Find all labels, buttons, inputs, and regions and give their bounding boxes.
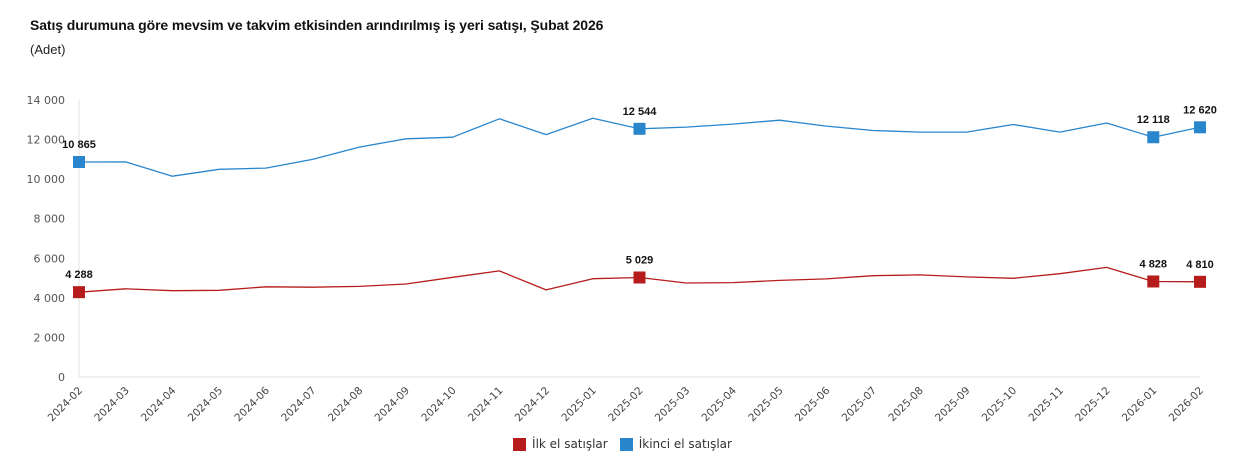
x-tick-label: 2025-11 [1026,385,1066,425]
y-tick-label: 0 [58,371,65,384]
data-label-first-hand: 4 288 [65,269,93,281]
x-tick-label: 2025-09 [933,385,973,425]
y-tick-label: 14 000 [27,94,66,107]
data-label-first-hand: 4 828 [1140,258,1168,270]
x-tick-label: 2025-08 [886,385,926,425]
marker-second-hand[interactable] [73,156,85,169]
x-tick-label: 2025-02 [606,385,646,425]
x-tick-label: 2024-05 [186,385,226,425]
marker-first-hand[interactable] [1147,275,1160,288]
x-tick-label: 2024-12 [513,385,553,425]
marker-second-hand[interactable] [1147,131,1160,144]
x-tick-label: 2024-03 [92,385,132,425]
x-tick-label: 2025-05 [746,385,786,425]
x-tick-label: 2024-09 [373,385,413,425]
data-label-first-hand: 5 029 [626,254,654,266]
chart-title: Satış durumuna göre mevsim ve takvim etk… [30,17,604,33]
legend-label-second-hand: İkinci el satışlar [638,437,732,451]
marker-second-hand[interactable] [1194,121,1206,134]
x-tick-label: 2025-12 [1073,385,1113,425]
legend-item-second-hand[interactable]: İkinci el satışlar [619,437,732,451]
y-axis: 0 2 000 4 000 6 000 8 000 10 000 12 000 14 000 [27,94,80,384]
y-tick-label: 2 000 [34,331,66,344]
x-tick-label: 2024-02 [46,385,86,425]
x-tick-label: 2024-11 [466,385,506,425]
y-tick-label: 12 000 [27,134,66,147]
data-label-second-hand: 12 544 [623,106,658,118]
x-tick-label: 2026-01 [1120,385,1160,425]
x-tick-label: 2026-02 [1167,385,1207,425]
x-tick-label: 2024-06 [232,384,272,424]
x-tick-label: 2025-07 [840,385,880,425]
x-axis: 2024-02 2024-03 2024-04 2024-05 2024-06 2024-… [46,376,1207,425]
legend-swatch-first-hand [513,437,527,451]
x-tick-label: 2025-06 [793,384,833,424]
y-tick-label: 4 000 [34,292,66,305]
legend-item-first-hand[interactable]: İlk el satışlar [513,437,608,451]
y-tick-label: 6 000 [34,252,66,265]
x-tick-label: 2024-07 [279,385,319,425]
data-label-second-hand: 12 620 [1183,104,1217,116]
x-tick-label: 2025-03 [653,385,693,425]
y-tick-label: 10 000 [27,173,66,186]
x-tick-label: 2024-08 [326,385,366,425]
data-label-second-hand: 12 118 [1137,114,1170,126]
x-tick-label: 2025-04 [700,384,740,424]
x-tick-label: 2025-01 [559,385,599,425]
marker-first-hand[interactable] [1194,275,1206,288]
marker-first-hand[interactable] [73,286,85,299]
chart-subtitle: (Adet) [30,42,66,57]
data-labels: 4 288 5 029 4 828 4 810 10 865 12 544 12 118 12… [62,104,1217,281]
x-tick-label: 2025-10 [980,385,1020,425]
legend: İlk el satışlar İkinci el satışlar [0,437,1245,451]
data-label-second-hand: 10 865 [62,139,96,151]
x-tick-label: 2024-10 [419,385,459,425]
series-layer [73,117,1206,299]
x-tick-label: 2024-04 [139,384,179,424]
data-label-first-hand: 4 810 [1186,259,1214,271]
y-tick-label: 8 000 [34,213,66,226]
marker-second-hand[interactable] [633,122,646,135]
marker-first-hand[interactable] [633,271,646,284]
legend-label-first-hand: İlk el satışlar [532,437,608,451]
legend-swatch-second-hand [619,437,633,451]
